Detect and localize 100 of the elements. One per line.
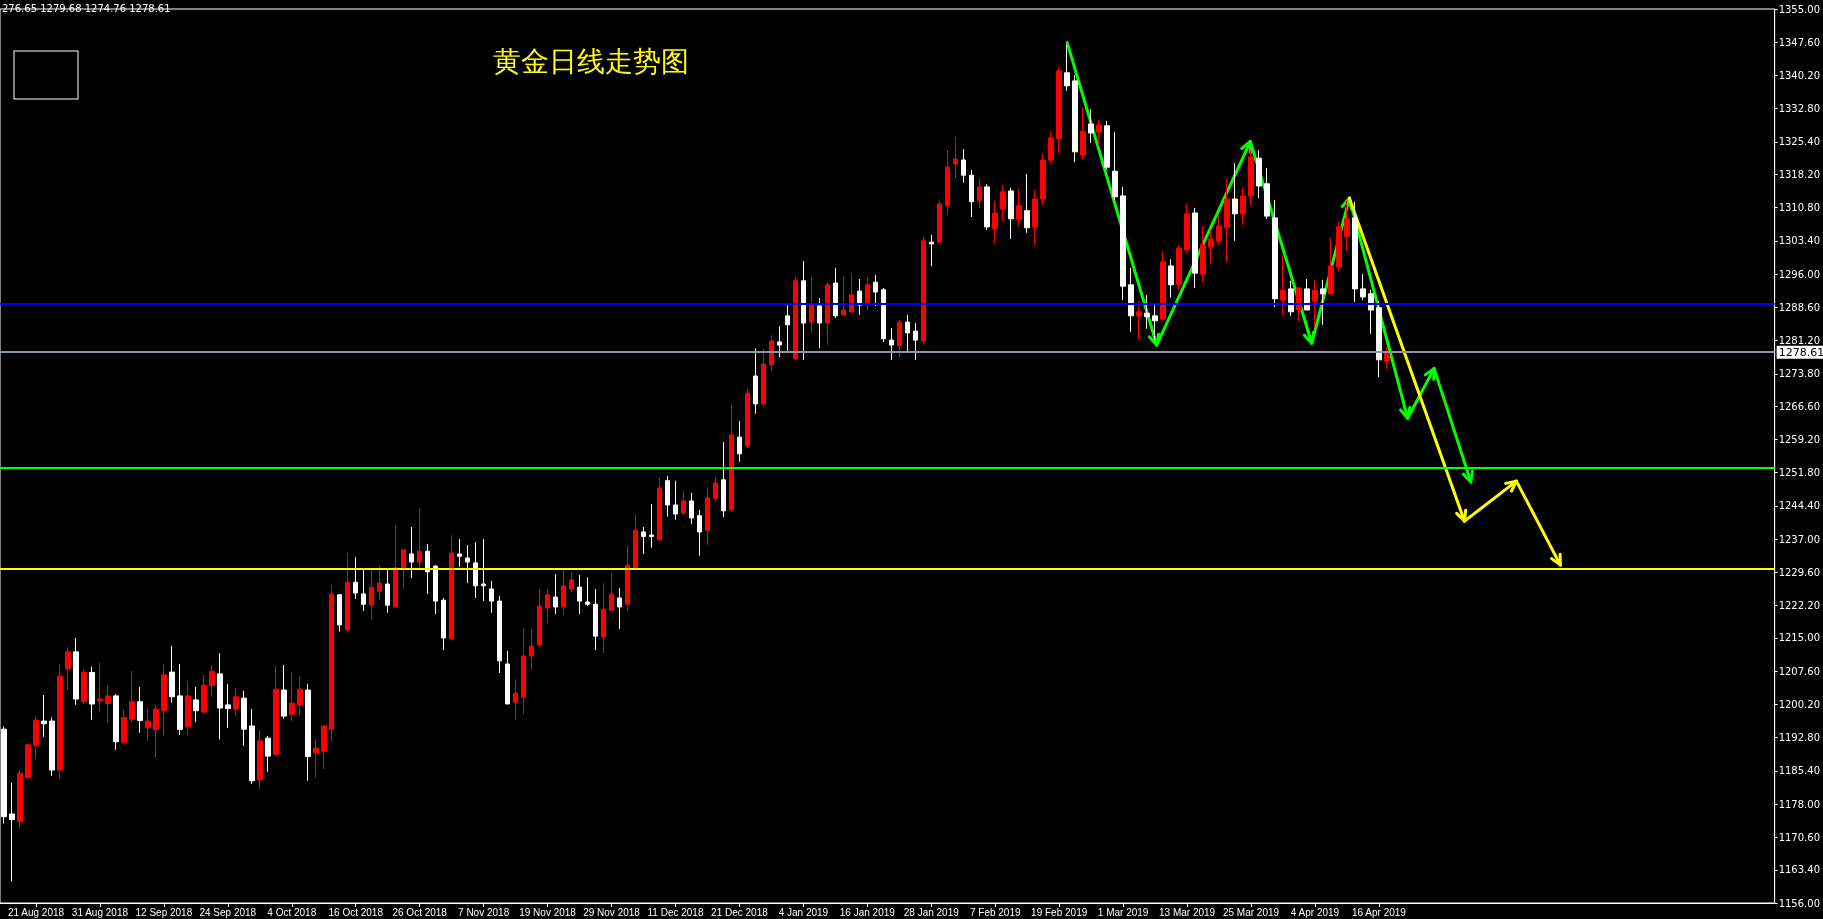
candlestick — [81, 669, 87, 705]
candlestick — [1216, 214, 1222, 246]
candlestick — [1152, 303, 1158, 341]
y-tick-label: 1318.20 — [1778, 168, 1821, 180]
candlestick — [833, 267, 838, 319]
candlestick — [545, 588, 550, 624]
candlestick — [1304, 278, 1310, 311]
candlestick — [161, 663, 167, 736]
y-tick-label: 1251.80 — [1778, 467, 1821, 479]
candlestick — [1248, 149, 1254, 207]
candlestick — [1072, 74, 1078, 163]
candlestick — [465, 544, 470, 584]
candlestick — [881, 287, 886, 343]
candlestick — [337, 593, 342, 633]
candlestick — [1064, 44, 1070, 92]
candlestick — [785, 304, 790, 352]
candlestick — [937, 200, 942, 244]
y-tick-label: 1259.20 — [1778, 433, 1821, 445]
y-tick-label: 1273.80 — [1778, 368, 1821, 380]
candlestick — [753, 347, 758, 415]
candlestick — [689, 492, 694, 525]
candlestick — [1168, 258, 1174, 299]
candlestick — [89, 666, 95, 721]
candlestick — [537, 588, 542, 646]
candlestick — [377, 564, 382, 601]
candlestick — [1240, 187, 1246, 226]
candlestick — [409, 526, 414, 579]
y-tick-label: 1310.80 — [1778, 202, 1821, 214]
y-tick-label: 1222.20 — [1778, 600, 1821, 612]
candlestick — [657, 477, 662, 541]
x-tick-label: 19 Feb 2019 — [1031, 906, 1088, 918]
candlestick — [817, 297, 822, 349]
candlestick — [1128, 267, 1134, 333]
candlestick — [1176, 244, 1182, 291]
candlestick — [913, 322, 918, 361]
candlestick — [17, 769, 23, 830]
candlestick — [1256, 149, 1262, 199]
y-tick-label: 1288.60 — [1778, 301, 1821, 313]
y-tick-label: 1185.40 — [1778, 765, 1821, 777]
candlestick — [41, 694, 47, 738]
candlestick — [1040, 152, 1046, 206]
candlestick — [473, 541, 478, 599]
candlestick — [1264, 167, 1270, 220]
candlestick — [217, 652, 223, 740]
y-tick-label: 1192.80 — [1778, 732, 1821, 744]
candlestick — [65, 646, 71, 691]
candlestick — [1296, 286, 1302, 322]
x-tick-label: 13 Mar 2019 — [1159, 906, 1216, 918]
candlestick — [617, 587, 622, 630]
candlestick — [945, 149, 950, 216]
candlestick — [321, 724, 327, 770]
candlestick — [1224, 178, 1230, 263]
candlestick — [673, 480, 678, 521]
y-tick-label: 1244.40 — [1778, 500, 1821, 512]
x-tick-label: 21 Dec 2018 — [711, 906, 769, 918]
candlestick — [233, 687, 239, 717]
candlestick — [1112, 131, 1118, 201]
candlestick — [505, 650, 510, 705]
candlestick — [1120, 186, 1126, 301]
y-tick-label: 1170.60 — [1778, 831, 1821, 843]
candlestick — [1320, 279, 1326, 326]
candlestick — [1184, 203, 1190, 254]
candlestick — [1104, 120, 1110, 171]
candlestick — [745, 387, 750, 449]
candlestick — [761, 348, 766, 407]
candlestick — [289, 671, 295, 722]
candlestick — [793, 276, 798, 360]
y-tick-label: 1296.00 — [1778, 268, 1821, 280]
candlestick — [345, 552, 350, 633]
x-tick-label: 4 Jan 2019 — [778, 906, 829, 918]
candlestick — [721, 441, 726, 518]
y-tick-label: 1200.20 — [1778, 698, 1821, 710]
candlestick — [553, 573, 558, 615]
x-tick-label: 19 Nov 2018 — [519, 906, 577, 918]
y-tick-label: 1266.60 — [1778, 400, 1821, 412]
candlestick — [201, 674, 207, 715]
candlestick — [489, 580, 494, 614]
candlestick — [457, 538, 462, 568]
y-tick-label: 1355.00 — [1778, 3, 1821, 15]
y-tick-label: 1303.40 — [1778, 235, 1821, 247]
candlestick — [801, 260, 806, 361]
x-tick-label: 26 Oct 2018 — [392, 906, 448, 918]
x-tick-label: 16 Jan 2019 — [839, 906, 896, 918]
candlestick — [609, 572, 614, 612]
candlestick — [1160, 250, 1166, 322]
candlestick — [841, 275, 846, 317]
x-tick-label: 16 Apr 2019 — [1351, 906, 1407, 918]
candlestick — [577, 574, 582, 615]
candlestick — [569, 571, 574, 593]
candlestick — [1288, 280, 1294, 317]
candlestick — [497, 595, 502, 674]
candlestick — [1368, 289, 1374, 335]
x-tick-label: 4 Apr 2019 — [1290, 906, 1340, 918]
candlestick — [137, 686, 143, 734]
candlestick — [297, 675, 303, 717]
annotation: 276.65 1279.68 1274.76 1278.61 — [2, 2, 171, 14]
x-tick-label: 28 Jan 2019 — [903, 906, 960, 918]
candlestick — [57, 663, 63, 780]
y-tick-label: 1229.60 — [1778, 566, 1821, 578]
y-tick-label: 1163.40 — [1778, 864, 1821, 876]
